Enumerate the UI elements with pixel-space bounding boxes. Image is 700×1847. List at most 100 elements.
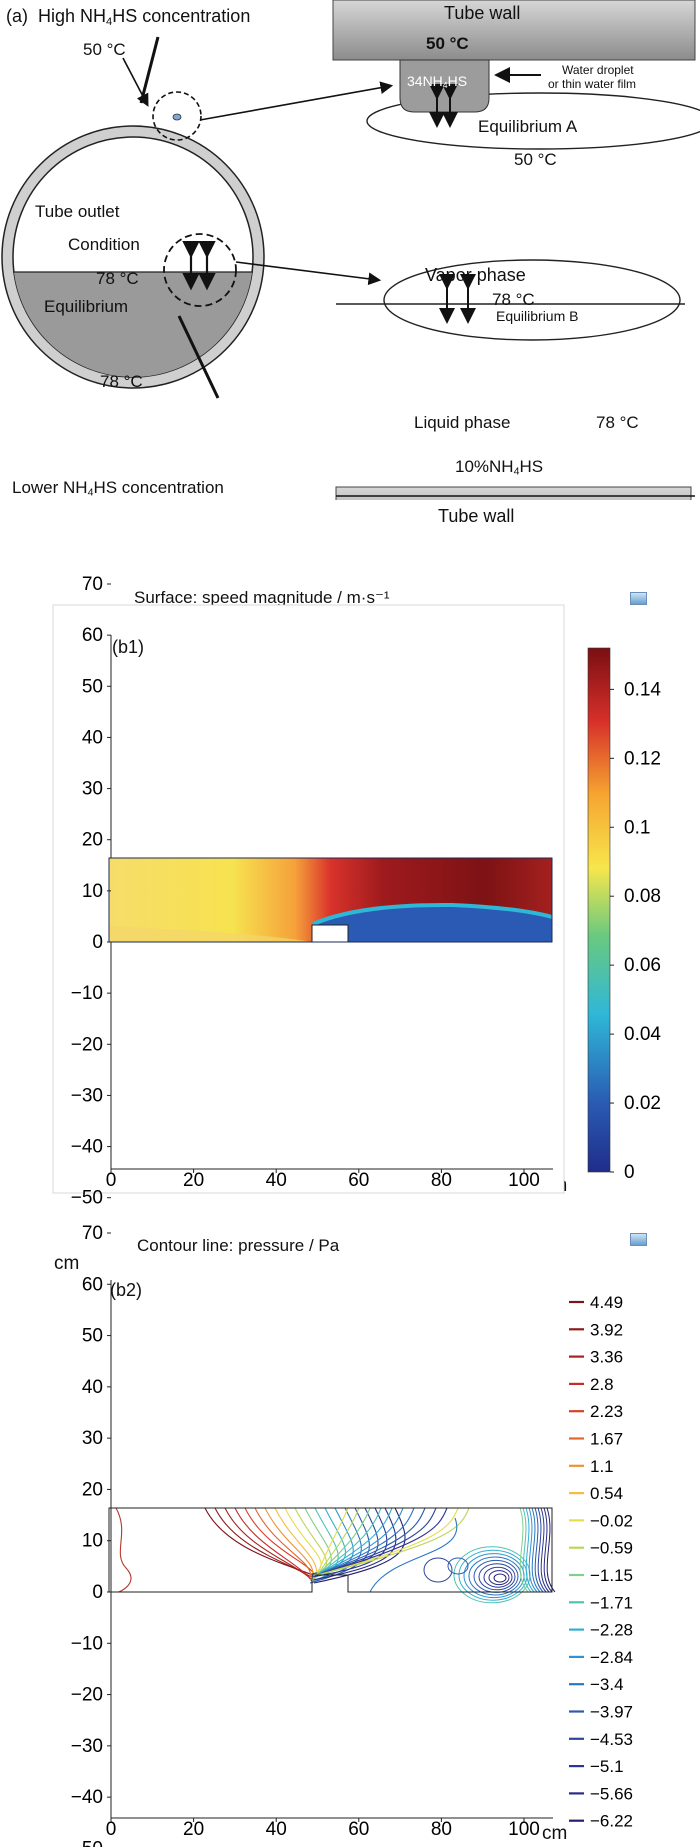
legend-label: 1.67 [590,1430,623,1449]
contour-line [224,1507,313,1581]
y-tick-label: −30 [71,1736,103,1757]
temp-78-bottom: 78 °C [100,372,143,391]
legend-label: −5.66 [590,1784,633,1803]
tube-wall-top [332,0,696,61]
x-tick-label: 0 [106,1819,117,1840]
contour-line [488,1570,510,1586]
y-tick-label: −10 [71,1633,103,1654]
contour-line [531,1507,541,1593]
temp-78-vapor: 78 °C [492,290,535,309]
x-tick-label: 80 [431,1819,452,1840]
y-tick-label: 10 [82,881,103,902]
vapor-phase-label: Vapor phase [425,265,526,285]
legend-label: −5.1 [590,1757,624,1776]
legend-label: −3.97 [590,1703,633,1722]
contour-line [316,1507,371,1576]
tube-outlet-label: Tube outlet [35,202,120,221]
contour-line [316,1507,393,1576]
contour-line [525,1507,535,1593]
colorbar-tick-label: 0.02 [624,1093,661,1114]
b2-x-unit: cm [542,1823,568,1844]
x-tick-label: 60 [348,1819,369,1840]
x-tick-label: 0 [106,1170,117,1191]
contour-line [540,1507,550,1593]
contour-line [316,1507,448,1576]
equilibrium-b-ellipse [383,259,681,341]
b1-x-ticks: 0 20 40 60 80 100 [106,1169,540,1191]
tube-wall-top-label: Tube wall [444,3,521,23]
panel-a-diagram [1,0,700,500]
contour-line [546,1507,556,1593]
tube-wall-bottom [335,486,692,500]
colorbar-tick-label: 0.14 [624,679,661,700]
legend-label: 2.8 [590,1375,614,1394]
y-tick-label: 40 [82,1377,103,1398]
legend-label: −6.22 [590,1812,633,1831]
legend-label: 3.92 [590,1320,623,1339]
legend-label: −1.15 [590,1566,633,1585]
x-tick-label: 60 [348,1170,369,1191]
water-droplet-label: Water droplet [562,63,634,77]
x-tick-label: 80 [431,1170,452,1191]
contour-line [316,1507,349,1576]
y-tick-label: −30 [71,1085,103,1106]
legend-label: 1.1 [590,1457,614,1476]
contour-line [534,1507,544,1593]
b2-export-icon[interactable] [630,1233,647,1246]
y-tick-label: −20 [71,1034,103,1055]
b2-legend: 4.49 3.92 3.36 2.8 2.23 1.67 1.1 0.54 −0.02 −0.59… [569,1293,633,1831]
contour-line [264,1507,314,1581]
contour-line [537,1507,547,1593]
contour-line [483,1566,513,1588]
equilibrium-label: Equilibrium [44,297,129,316]
b1-export-icon[interactable] [630,592,647,605]
y-tick-label: 70 [82,1223,103,1244]
high-concentration-label: High NH4HS concentration [38,6,251,28]
colorbar-tick-label: 0.1 [624,817,650,838]
colorbar-tick-label: 0 [624,1162,635,1183]
contour-line [522,1507,532,1593]
y-tick-label: 20 [82,830,103,851]
legend-label: −3.4 [590,1675,624,1694]
colorbar-tick-label: 0.04 [624,1024,661,1045]
contour-line [528,1507,538,1593]
b1-panel-label: (b1) [112,637,145,657]
b2-panel-label: (b2) [110,1280,143,1300]
contour-line [493,1573,507,1583]
condition-label: Condition [68,235,140,254]
y-tick-label: −10 [71,983,103,1004]
legend-label: −0.59 [590,1539,633,1558]
b2-y-ticks: 70 60 50 40 30 20 10 0 −10 −20 −30 −40 −50 [71,1223,111,1847]
contour-line [519,1507,529,1593]
contour-line [316,1507,459,1576]
contour-line [316,1507,415,1576]
colorbar-tick-label: 0.12 [624,748,661,769]
temp-78-inner: 78 °C [96,269,139,288]
y-tick-label: 70 [82,574,103,595]
contour-line [447,1557,469,1575]
contour-line [234,1507,314,1584]
contour-line [478,1563,516,1591]
contour-line [311,1507,388,1578]
temp-50-wall: 50 °C [426,34,469,53]
thin-film-label: or thin water film [548,77,637,91]
legend-label: −0.02 [590,1511,633,1530]
b2-y-unit: cm [54,1253,80,1274]
y-tick-label: −50 [71,1188,103,1209]
y-tick-label: 0 [92,1582,103,1603]
y-tick-label: 0 [92,932,103,953]
x-tick-label: 20 [183,1170,204,1191]
contour-line [316,1507,382,1576]
temp-50-left: 50 °C [83,40,126,59]
lower-concentration-label: Lower NH4HS concentration [12,478,224,499]
contour-line [369,1517,458,1593]
x-tick-label: 40 [266,1819,287,1840]
contour-line [244,1507,315,1575]
y-tick-label: 40 [82,727,103,748]
y-tick-label: −50 [71,1838,103,1847]
colorbar-tick-label: 0.06 [624,955,661,976]
tube-wall-bottom-label: Tube wall [438,506,515,526]
y-tick-label: 60 [82,1274,103,1295]
temp-78-liquid: 78 °C [596,413,639,432]
